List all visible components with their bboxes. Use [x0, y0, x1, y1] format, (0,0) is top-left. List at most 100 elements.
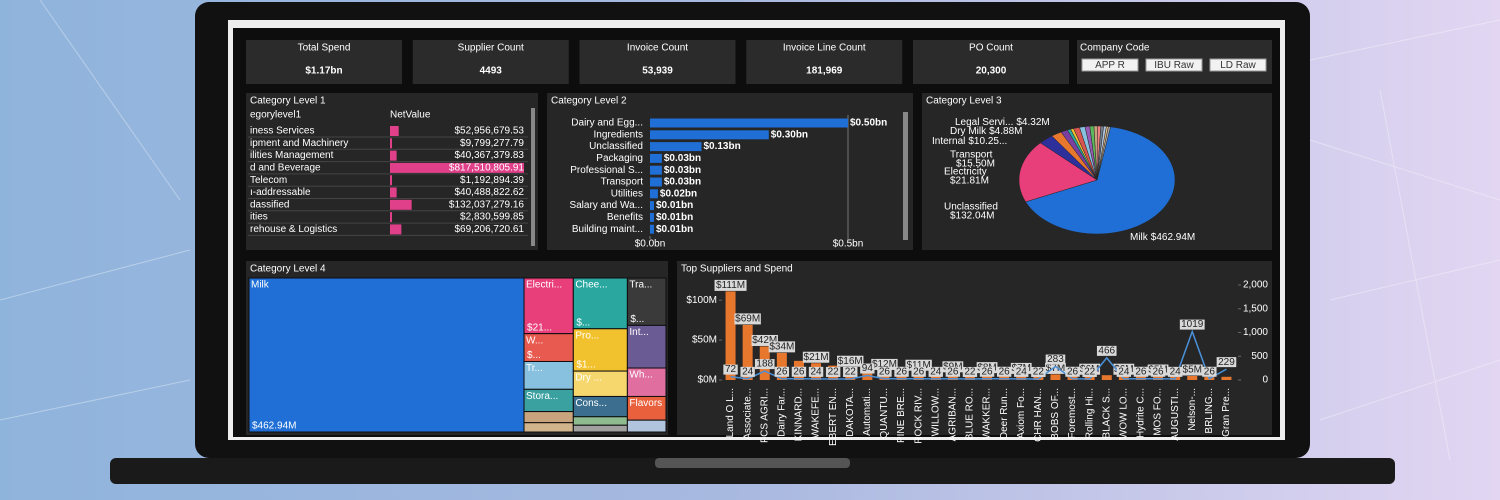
x-tick-label: BOBS OF... [1050, 388, 1061, 440]
value-label: $0.01bn [656, 224, 693, 235]
slice-value: $21.81M [950, 176, 989, 187]
slicer-button[interactable] [1209, 58, 1267, 72]
tile-label: Tr... [526, 363, 543, 374]
category-label: Ingredients [594, 129, 643, 140]
x-tick-label: BRLING... [1204, 388, 1215, 434]
x-tick-label: Hydrite C... [1136, 388, 1147, 438]
label-box [877, 366, 892, 377]
tile-value: $21... [527, 322, 552, 333]
kpi-card [579, 40, 736, 84]
line-label: 22 [1033, 367, 1045, 378]
tile-label: Flavors [629, 398, 662, 409]
dashboard-content: Total Spend $1.17bn Supplier Count 4493 Invo… [246, 40, 1272, 446]
slice-label: Milk $462.94M [1130, 232, 1195, 243]
slice-value: $10.25... [968, 136, 1007, 147]
table-cell: $2,830,599.85 [460, 212, 524, 223]
tile-label: Stora... [526, 391, 558, 402]
slice-label: Legal Servi... $4.32M [955, 117, 1050, 128]
label-box [1031, 366, 1046, 377]
line-label: 26 [1067, 366, 1079, 377]
line-label: 26 [947, 366, 959, 377]
laptop-base [110, 458, 1395, 484]
kpi-card [746, 40, 903, 84]
table-cell: ities [250, 212, 268, 223]
value-label: $111M [716, 280, 745, 291]
table-cell: d and Beverage [250, 163, 321, 174]
line-label: 22 [828, 367, 840, 378]
label-box [911, 366, 926, 377]
label-box [714, 279, 747, 291]
x-tick-label: Land O L... [725, 388, 736, 437]
slicer-button[interactable] [1081, 58, 1139, 72]
bar [1101, 375, 1112, 380]
x-tick-label: Foremost... [1067, 388, 1078, 439]
decor-path [0, 0, 191, 421]
table-cell: Telecom [250, 175, 287, 186]
bar [1016, 374, 1027, 380]
bar [650, 118, 848, 128]
line-label: 26 [776, 366, 788, 377]
line-label: 94 [862, 363, 874, 374]
x-tick-label: WILLOW... [930, 388, 941, 436]
x-tick-label: WOW LO... [1118, 388, 1129, 439]
treemap-tile [523, 333, 574, 362]
table-cell: ilities Management [250, 150, 334, 161]
slicer-option[interactable]: APP R [1095, 60, 1125, 71]
treemap-tile [626, 367, 667, 397]
value-label: $0.13bn [703, 141, 740, 152]
line-label: 22 [845, 367, 857, 378]
slicer-button[interactable] [1145, 58, 1203, 72]
x-tick-label: Automati... [862, 388, 873, 436]
y2-tick-label: 0 [1262, 375, 1268, 386]
label-box [808, 366, 824, 377]
data-bar [390, 224, 402, 235]
tile-label: Electri... [526, 280, 562, 291]
table-cell: $132,037,279.16 [449, 199, 525, 210]
treemap-tile [523, 422, 574, 433]
slice-name: Legal Servi... [955, 117, 1013, 128]
y2-tick-label: 500 [1251, 351, 1268, 362]
line-label: 26 [879, 366, 891, 377]
category-label: Professional S... [570, 165, 643, 176]
kpi-label: Invoice Count [627, 43, 688, 54]
value-label: $0.03bn [664, 165, 701, 176]
label-box [1045, 354, 1066, 365]
data-bar [390, 199, 412, 210]
kpi-label: Invoice Line Count [783, 43, 866, 54]
label-box [871, 358, 898, 370]
tile-value: $... [576, 317, 590, 328]
treemap-tile [626, 324, 667, 369]
x-tick-label: $0.0bn [635, 239, 666, 250]
label-box [962, 366, 978, 377]
label-box [1014, 366, 1029, 377]
bar [1118, 375, 1129, 380]
line-label: 24 [1118, 367, 1130, 378]
line [730, 329, 1227, 380]
label-box [791, 366, 807, 377]
laptop-notch [655, 458, 850, 468]
bar [650, 142, 702, 152]
slicer-option[interactable]: IBU Raw [1154, 60, 1194, 71]
tile-value: $1... [576, 360, 595, 371]
slicer-title: Company Code [1080, 43, 1150, 54]
x-tick-label: PINE BRE... [896, 388, 907, 443]
bar [982, 373, 993, 380]
tile-label: Dry ... [575, 373, 602, 384]
table-cell: $52,956,679.53 [454, 126, 524, 137]
line-label: 188 [756, 359, 773, 370]
line-label: 26 [1135, 366, 1147, 377]
x-tick-label: FCS AGRI... [759, 388, 770, 443]
line-label: 26 [999, 366, 1011, 377]
line-label: 24 [742, 367, 754, 378]
bar [725, 291, 736, 380]
line-label: 26 [1152, 366, 1164, 377]
bar [999, 373, 1010, 380]
x-tick-label: Associate... [742, 388, 753, 440]
kpi-value: 53,939 [642, 66, 673, 77]
slicer-option[interactable]: LD Raw [1220, 60, 1256, 71]
panel-title: Top Suppliers and Spend [681, 264, 793, 275]
y2-tick-label: 1,000 [1243, 327, 1268, 338]
tile-label: W... [526, 335, 543, 346]
label-box [837, 355, 864, 367]
value-label: $0.50bn [850, 118, 887, 129]
